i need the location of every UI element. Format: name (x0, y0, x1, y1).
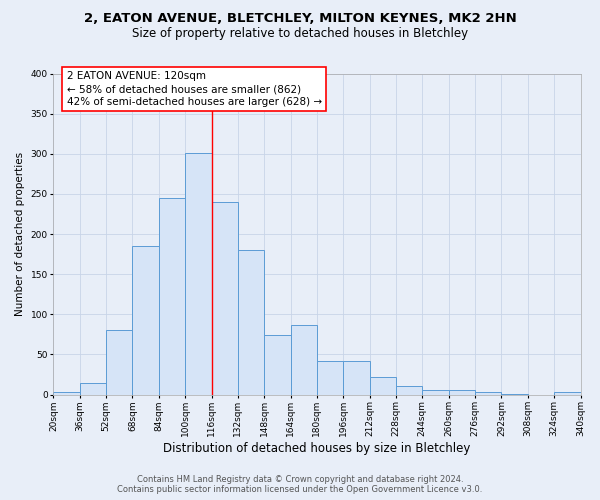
Bar (159, 198, 185, 394)
Bar (106, 330, 133, 394)
Bar (212, 202, 238, 394)
Y-axis label: Number of detached properties: Number of detached properties (15, 152, 25, 316)
Bar (53, 392, 80, 394)
Bar (370, 377, 396, 394)
Bar (185, 153, 212, 394)
Bar (80, 384, 106, 394)
Text: Contains HM Land Registry data © Crown copyright and database right 2024.: Contains HM Land Registry data © Crown c… (137, 475, 463, 484)
Text: 2 EATON AVENUE: 120sqm
← 58% of detached houses are smaller (862)
42% of semi-de: 2 EATON AVENUE: 120sqm ← 58% of detached… (67, 71, 322, 107)
Bar (343, 361, 370, 394)
Bar (317, 361, 343, 394)
Bar (554, 392, 581, 394)
X-axis label: Distribution of detached houses by size in Bletchley: Distribution of detached houses by size … (163, 442, 470, 455)
Bar (264, 335, 290, 394)
Text: Size of property relative to detached houses in Bletchley: Size of property relative to detached ho… (132, 28, 468, 40)
Bar (396, 386, 422, 394)
Bar (238, 250, 264, 394)
Text: Contains public sector information licensed under the Open Government Licence v3: Contains public sector information licen… (118, 485, 482, 494)
Text: 2, EATON AVENUE, BLETCHLEY, MILTON KEYNES, MK2 2HN: 2, EATON AVENUE, BLETCHLEY, MILTON KEYNE… (83, 12, 517, 26)
Bar (133, 246, 159, 394)
Bar (422, 390, 449, 394)
Bar (475, 392, 502, 394)
Bar (449, 390, 475, 394)
Bar (290, 326, 317, 394)
